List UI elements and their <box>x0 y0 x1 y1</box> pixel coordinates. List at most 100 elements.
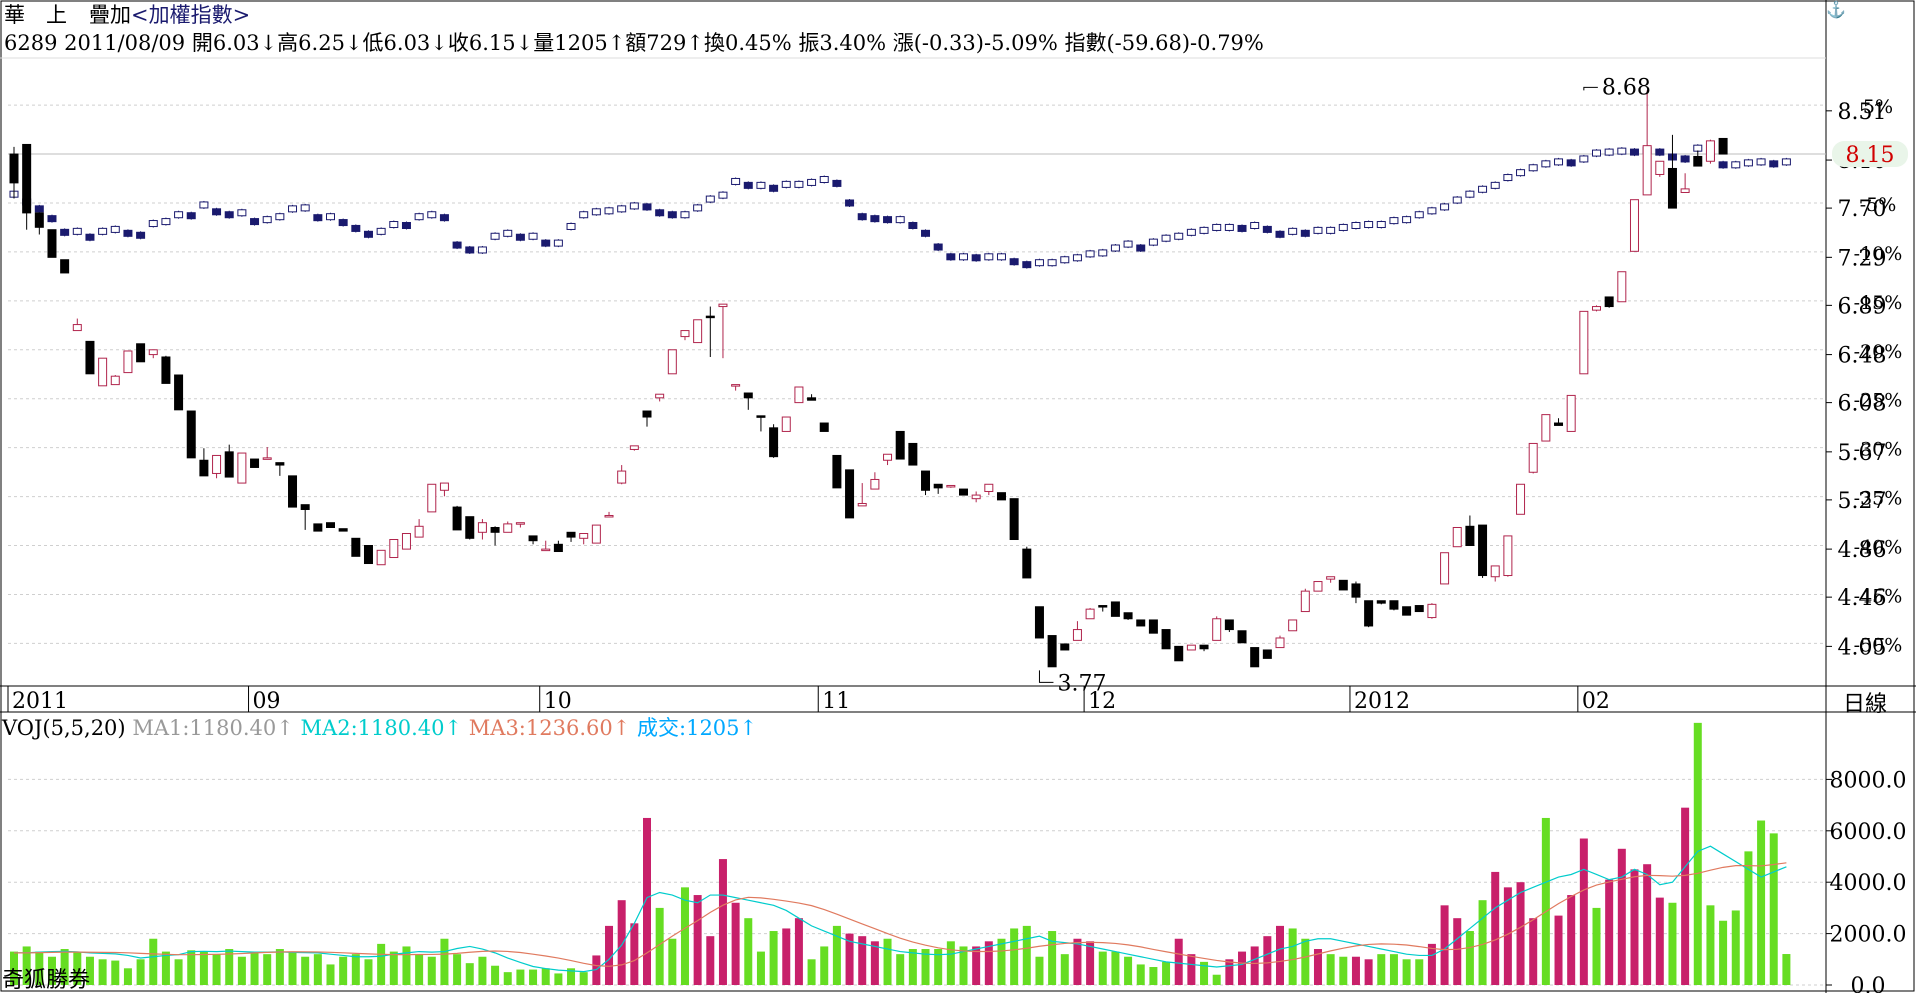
candle-up <box>617 470 627 484</box>
volume-bar-up <box>1655 897 1664 985</box>
candle-up <box>604 514 614 518</box>
index-bar <box>1592 149 1601 157</box>
candle-down <box>1338 579 1348 591</box>
volume-bar-down <box>516 969 525 985</box>
index-bar <box>427 211 437 219</box>
volume-bar-up <box>845 933 854 985</box>
candle-up <box>1440 552 1450 585</box>
index-bar <box>212 208 222 216</box>
index-bar <box>908 221 918 229</box>
candle-up <box>1617 271 1627 303</box>
candle-down <box>895 430 905 460</box>
index-bar <box>794 180 804 188</box>
candle-down <box>1402 606 1412 616</box>
price-tick-label: 4.86 <box>1838 538 1887 563</box>
volume-bar-up <box>1567 895 1576 985</box>
index-bar <box>1718 161 1728 169</box>
volume-bar-up <box>794 918 803 985</box>
candle-down <box>1693 155 1703 167</box>
index-bar <box>1072 254 1082 262</box>
volume-bar-down <box>1706 905 1715 985</box>
index-bar <box>1743 159 1753 167</box>
candle-up <box>731 384 741 387</box>
ma3-line <box>14 862 1787 967</box>
index-bar <box>832 179 842 187</box>
candle-down <box>1351 583 1361 598</box>
ma2-legend: MA2:1180.40↑ <box>300 716 463 740</box>
volume-bar-down <box>1136 964 1145 985</box>
candle-up <box>1705 140 1715 162</box>
overlay-index-link[interactable]: <加權指數> <box>131 3 251 27</box>
candle-up <box>1541 414 1551 442</box>
volume-bar-down <box>364 959 373 985</box>
candle-down <box>34 212 44 228</box>
candle-down <box>1465 525 1475 547</box>
volume-bar-down <box>1389 954 1398 985</box>
volume-bar-down <box>1022 925 1031 985</box>
index-bar <box>275 213 285 221</box>
volume-bar-down <box>111 960 120 985</box>
candle-up <box>1275 637 1285 649</box>
period-label[interactable]: 日線 <box>1843 692 1888 717</box>
candle-down <box>300 504 310 510</box>
index-bar <box>351 224 361 232</box>
candle-down <box>1554 422 1564 426</box>
volume-bar-down <box>1035 956 1044 985</box>
candle-up <box>414 525 424 538</box>
volume-bar-down <box>820 946 829 985</box>
index-bar <box>98 227 108 235</box>
pct-tick-label: -25% <box>1854 390 1903 412</box>
index-bar <box>148 220 158 228</box>
candle-down <box>326 522 335 528</box>
last-price-badge <box>1832 141 1908 168</box>
candle-up <box>781 416 791 432</box>
candle-down <box>250 458 260 468</box>
index-bar <box>1478 185 1488 193</box>
candle-down <box>47 229 57 258</box>
volume-bar-down <box>1288 928 1297 985</box>
volume-bar-down <box>503 972 512 985</box>
index-bar <box>718 191 728 199</box>
index-bar <box>326 213 335 221</box>
volume-bar-up <box>1491 871 1500 985</box>
volume-bar-down <box>22 946 31 985</box>
index-bar <box>655 209 665 217</box>
volume-bar-down <box>47 956 56 985</box>
price-tick-label: 6.08 <box>1838 392 1887 417</box>
low-marker <box>1038 670 1054 683</box>
candle-down <box>832 454 842 489</box>
month-label: 10 <box>544 689 572 714</box>
index-bar <box>1161 234 1171 242</box>
volume-bar-up <box>1238 951 1247 985</box>
candle-down <box>959 488 968 496</box>
volume-bar-up <box>1250 946 1259 985</box>
candle-down <box>363 545 373 565</box>
candle-down <box>1667 167 1677 209</box>
candle-down <box>1262 649 1272 659</box>
index-bar <box>857 213 867 221</box>
candle-down <box>1098 605 1108 608</box>
index-bar <box>1199 226 1209 234</box>
candle-down <box>1136 619 1146 627</box>
anchor-icon[interactable]: ⚓ <box>1826 0 1846 19</box>
index-bar <box>414 213 424 221</box>
candle-up <box>629 445 639 450</box>
volume-bar-down <box>567 968 576 985</box>
volume-bar-down <box>668 938 677 985</box>
candle-up <box>1579 310 1589 375</box>
volume-indicator-name: VOJ(5,5,20) <box>2 716 126 740</box>
candle-up <box>1516 483 1526 515</box>
candle-up <box>1642 145 1652 196</box>
volume-bar-down <box>149 938 158 985</box>
volume-bar-down <box>123 968 132 985</box>
candle-up <box>212 454 222 474</box>
index-bar <box>199 201 209 209</box>
index-bar <box>110 225 120 233</box>
volume-bar-up <box>718 859 727 985</box>
index-bar <box>1351 221 1361 229</box>
price-tick-label: 4.05 <box>1838 635 1887 660</box>
last-price-label: 8.15 <box>1846 143 1895 168</box>
candle-down <box>743 392 753 399</box>
ma1-legend: MA1:1180.40↑ <box>132 716 294 740</box>
volume-bar-down <box>60 949 69 985</box>
